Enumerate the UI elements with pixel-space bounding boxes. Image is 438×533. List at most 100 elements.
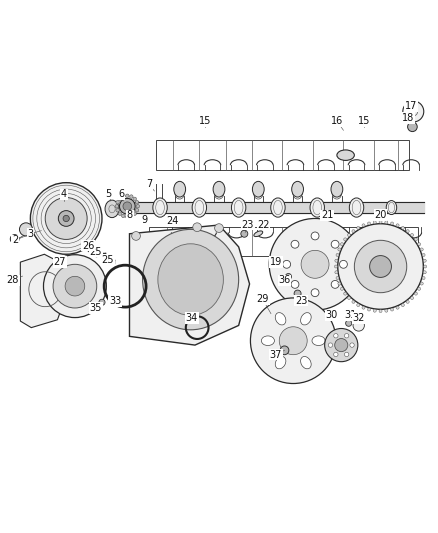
Circle shape — [422, 254, 425, 256]
Circle shape — [406, 300, 409, 303]
Text: 23: 23 — [242, 220, 254, 230]
Circle shape — [215, 224, 223, 232]
Text: 23: 23 — [295, 296, 307, 305]
Ellipse shape — [192, 198, 207, 217]
Text: 6: 6 — [119, 189, 125, 199]
Circle shape — [350, 343, 354, 348]
Text: 31: 31 — [344, 310, 356, 320]
Circle shape — [301, 251, 329, 278]
Circle shape — [423, 259, 426, 262]
Circle shape — [65, 276, 85, 296]
Circle shape — [354, 240, 407, 293]
Text: 29: 29 — [257, 294, 269, 304]
Circle shape — [331, 280, 339, 288]
Circle shape — [286, 273, 291, 280]
Circle shape — [347, 296, 350, 300]
Ellipse shape — [300, 357, 311, 369]
Circle shape — [126, 215, 129, 219]
Circle shape — [422, 277, 425, 279]
Ellipse shape — [252, 181, 264, 197]
Ellipse shape — [292, 181, 304, 197]
Ellipse shape — [310, 198, 325, 217]
Ellipse shape — [158, 244, 223, 316]
Circle shape — [283, 261, 290, 268]
Ellipse shape — [300, 313, 311, 325]
Text: 7: 7 — [146, 180, 152, 189]
Circle shape — [291, 280, 299, 288]
Circle shape — [406, 230, 409, 233]
Ellipse shape — [275, 313, 286, 325]
Circle shape — [30, 183, 102, 254]
Circle shape — [334, 334, 338, 338]
Circle shape — [367, 308, 371, 311]
Circle shape — [352, 300, 355, 303]
Circle shape — [335, 338, 348, 352]
Circle shape — [344, 352, 349, 357]
Circle shape — [408, 122, 417, 132]
Circle shape — [340, 243, 343, 246]
Circle shape — [391, 222, 394, 225]
Text: 17: 17 — [405, 101, 417, 111]
Circle shape — [251, 298, 336, 384]
Text: 15: 15 — [358, 116, 371, 126]
Circle shape — [414, 292, 417, 295]
Circle shape — [286, 333, 301, 349]
Circle shape — [120, 198, 135, 214]
Polygon shape — [130, 225, 250, 345]
Circle shape — [352, 230, 355, 233]
Circle shape — [401, 227, 404, 230]
Circle shape — [353, 320, 364, 331]
Circle shape — [11, 235, 19, 244]
Ellipse shape — [331, 181, 343, 197]
Circle shape — [310, 259, 320, 270]
Circle shape — [417, 287, 420, 290]
Text: 3: 3 — [27, 229, 33, 239]
Circle shape — [130, 214, 133, 217]
Text: 32: 32 — [353, 313, 365, 323]
Ellipse shape — [386, 200, 397, 215]
Circle shape — [280, 346, 289, 354]
Circle shape — [116, 208, 120, 212]
Circle shape — [325, 328, 358, 362]
Text: 35: 35 — [90, 303, 102, 313]
Circle shape — [241, 230, 248, 237]
Circle shape — [123, 202, 132, 211]
Circle shape — [122, 195, 125, 198]
Circle shape — [410, 296, 413, 300]
Circle shape — [331, 240, 339, 248]
Text: 19: 19 — [270, 257, 282, 267]
Text: 26: 26 — [82, 240, 94, 251]
Text: 36: 36 — [279, 276, 291, 286]
Ellipse shape — [337, 150, 354, 160]
Circle shape — [403, 101, 424, 122]
Circle shape — [269, 219, 361, 310]
Ellipse shape — [275, 357, 286, 369]
Text: 4: 4 — [61, 189, 67, 199]
Circle shape — [328, 343, 332, 348]
Circle shape — [335, 259, 338, 262]
Text: 28: 28 — [7, 276, 19, 286]
Circle shape — [336, 254, 339, 256]
Text: 5: 5 — [106, 189, 112, 199]
Text: 33: 33 — [109, 296, 121, 306]
Circle shape — [118, 212, 122, 215]
Circle shape — [58, 211, 74, 227]
Text: 25: 25 — [102, 255, 114, 265]
Ellipse shape — [312, 336, 325, 345]
Circle shape — [346, 320, 352, 326]
Circle shape — [336, 277, 339, 279]
Text: 18: 18 — [402, 113, 414, 123]
Circle shape — [311, 289, 319, 297]
Circle shape — [335, 271, 338, 274]
Circle shape — [391, 308, 394, 311]
Circle shape — [118, 197, 122, 200]
Circle shape — [357, 227, 360, 230]
Ellipse shape — [254, 231, 263, 237]
Ellipse shape — [271, 198, 285, 217]
Circle shape — [63, 215, 69, 222]
Circle shape — [133, 197, 137, 200]
Circle shape — [414, 238, 417, 241]
Text: 15: 15 — [199, 116, 211, 126]
Circle shape — [344, 292, 347, 295]
Text: 2: 2 — [12, 235, 18, 245]
